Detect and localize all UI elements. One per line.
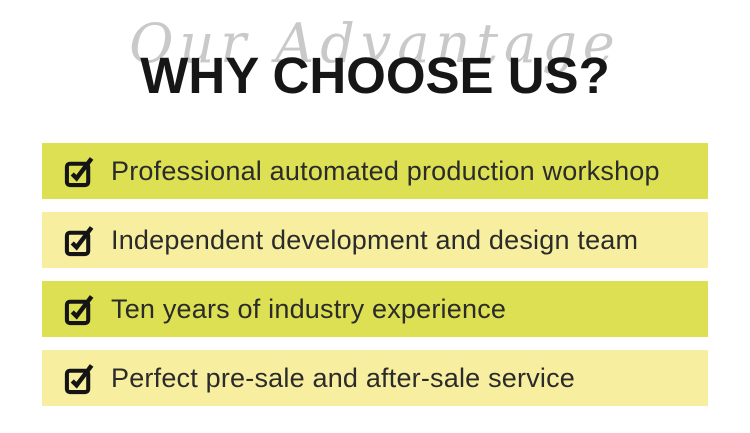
list-item: Ten years of industry experience bbox=[42, 281, 708, 337]
banner-header: Our Advantage WHY CHOOSE US? bbox=[0, 0, 750, 143]
list-item: Perfect pre-sale and after-sale service bbox=[42, 350, 708, 406]
checked-checkbox-icon bbox=[64, 362, 95, 395]
checked-checkbox-icon bbox=[64, 155, 95, 188]
advantage-text: Perfect pre-sale and after-sale service bbox=[111, 362, 576, 393]
advantage-text: Ten years of industry experience bbox=[111, 293, 507, 324]
advantage-list: Professional automated production worksh… bbox=[42, 143, 708, 419]
advantage-text: Professional automated production worksh… bbox=[111, 155, 660, 186]
script-subtitle: Our Advantage bbox=[129, 12, 621, 75]
list-item: Professional automated production worksh… bbox=[42, 143, 708, 199]
checked-checkbox-icon bbox=[64, 293, 95, 326]
checked-checkbox-icon bbox=[64, 224, 95, 257]
advantage-text: Independent development and design team bbox=[111, 224, 639, 255]
page-title: WHY CHOOSE US? bbox=[140, 47, 610, 104]
list-item: Independent development and design team bbox=[42, 212, 708, 268]
